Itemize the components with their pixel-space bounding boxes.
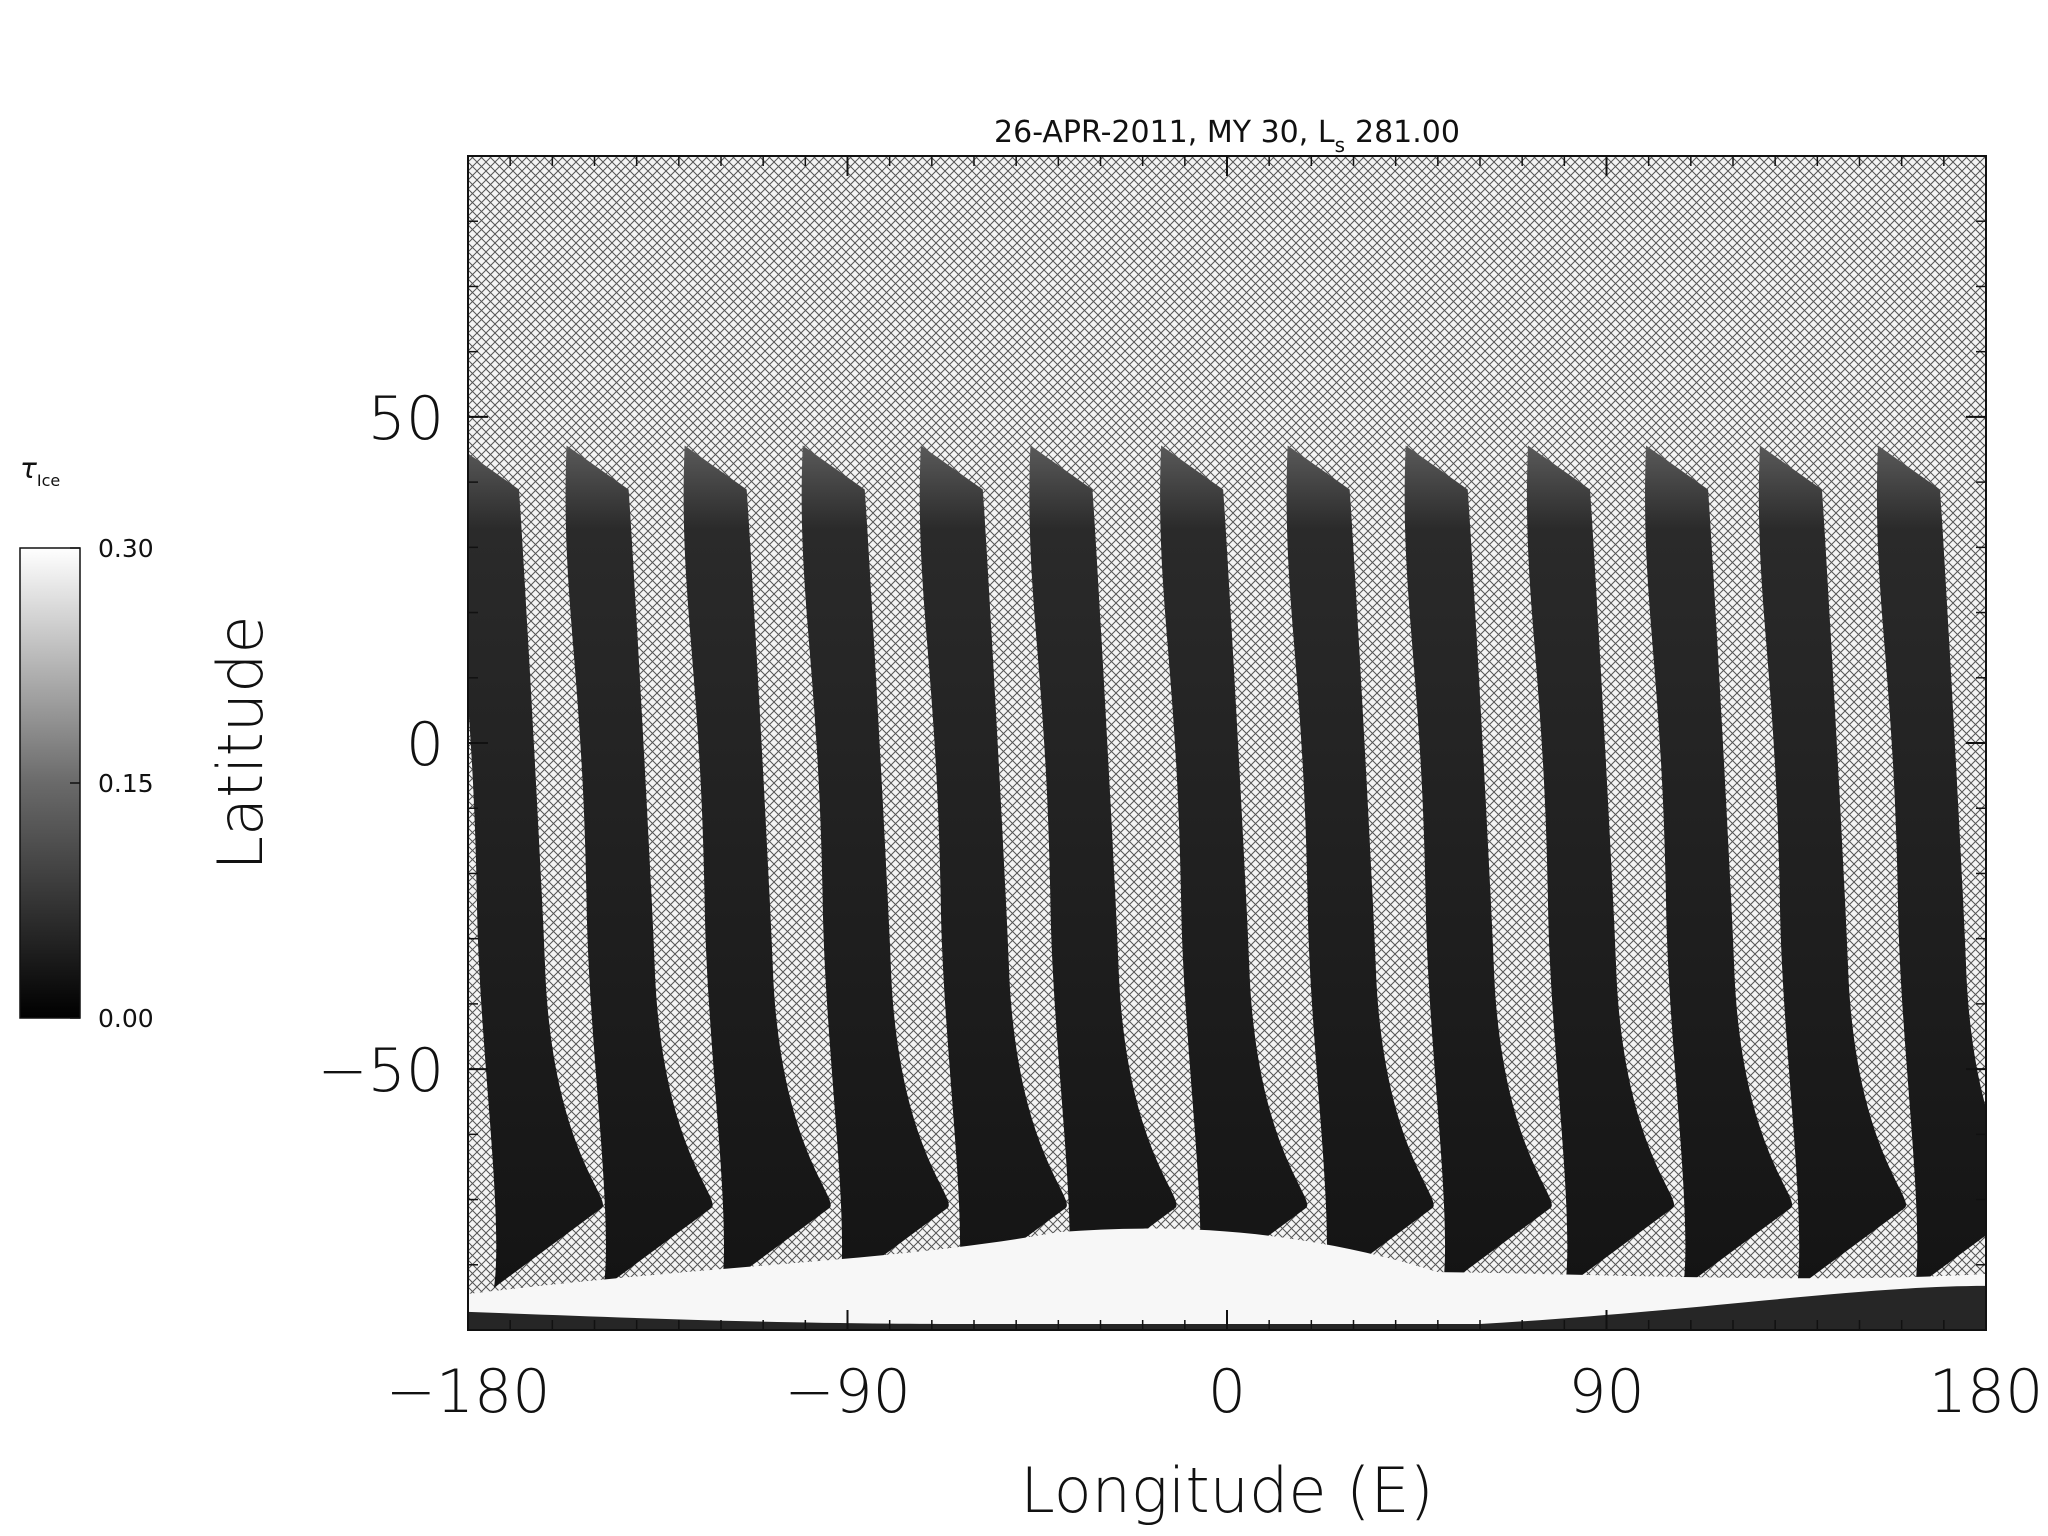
plot-area [468, 156, 1986, 1330]
colorbar-tick-label: 0.15 [98, 769, 154, 798]
chart-title-value: 281.00 [1355, 115, 1460, 150]
swath-4 [801, 445, 949, 1288]
y-axis-label: Latitude [204, 615, 277, 870]
swath-11 [1645, 445, 1793, 1288]
colorbar: τIce 0.00 0.15 0.30 [19, 452, 154, 1033]
y-tick-label: 50 [368, 384, 444, 454]
swath-2 [565, 445, 713, 1288]
swath-8 [1286, 445, 1434, 1288]
colorbar-tick-label: 0.00 [98, 1004, 154, 1033]
x-tick-label: 0 [1208, 1357, 1246, 1427]
swath-6 [1029, 445, 1177, 1288]
x-tick-label: −90 [784, 1357, 911, 1427]
y-tick-label: −50 [317, 1036, 444, 1106]
chart-title-subscript: s [1335, 133, 1345, 157]
minor-ticks [467, 156, 1987, 1330]
south-polar-cap [468, 1228, 1986, 1330]
swath-9 [1404, 445, 1552, 1288]
chart-title-main: 26-APR-2011, MY 30, L [994, 115, 1335, 150]
colorbar-ticks: 0.00 0.15 0.30 [70, 534, 154, 1033]
colorbar-tick-label: 0.30 [98, 534, 154, 563]
swath-13 [1876, 445, 1986, 1288]
swath-10 [1526, 445, 1675, 1288]
y-tick-label: 0 [406, 710, 444, 780]
swath-12 [1758, 445, 1907, 1288]
swath-5 [919, 445, 1067, 1288]
chart-title: 26-APR-2011, MY 30, Ls 281.00 [994, 115, 1460, 157]
x-tick-label: −180 [386, 1357, 551, 1427]
colorbar-title: τIce [20, 452, 60, 490]
colorbar-subscript: Ice [37, 471, 60, 490]
x-axis: −180 −90 0 90 180 [386, 156, 2044, 1427]
x-tick-label: 180 [1929, 1357, 2044, 1427]
swath-3 [683, 445, 831, 1288]
swath-7 [1160, 445, 1308, 1288]
swath-layer [468, 445, 1986, 1288]
y-axis: −50 0 50 [317, 384, 1986, 1106]
colorbar-symbol: τ [20, 452, 37, 485]
x-tick-label: 90 [1568, 1357, 1644, 1427]
x-axis-label: Longitude (E) [1020, 1454, 1433, 1527]
swath-1 [468, 453, 604, 1288]
